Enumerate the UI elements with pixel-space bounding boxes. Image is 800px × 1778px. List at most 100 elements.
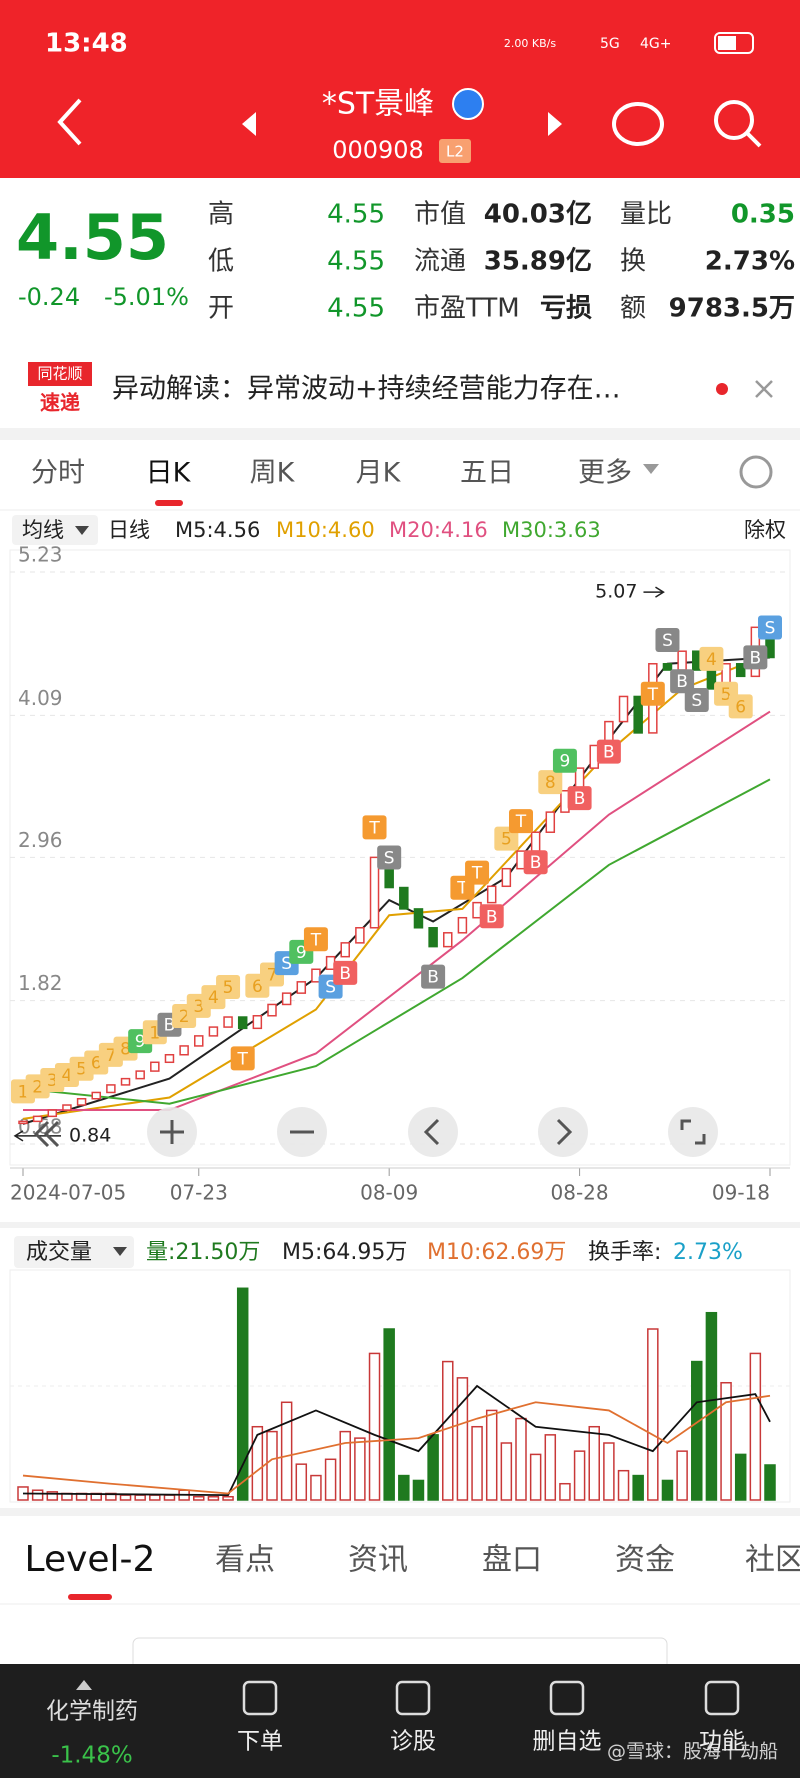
news-bar[interactable] bbox=[0, 345, 800, 425]
bottom-tab[interactable]: 看点 bbox=[215, 1543, 275, 1578]
quote-value: 0.35 bbox=[731, 200, 795, 230]
signal: 5 bbox=[721, 685, 732, 705]
sector[interactable]: 化学制药 bbox=[46, 1699, 138, 1725]
candle bbox=[208, 1026, 219, 1037]
candle bbox=[296, 981, 307, 994]
vol: 量:21.50万 bbox=[146, 1240, 260, 1265]
vol-selector-bg[interactable] bbox=[14, 1236, 134, 1268]
settings[interactable] bbox=[739, 455, 773, 489]
signal: T bbox=[237, 1049, 249, 1069]
candle bbox=[662, 663, 673, 671]
candle bbox=[18, 1120, 28, 1125]
ma-line bbox=[22, 652, 771, 1120]
quote-label: 市盈TTM bbox=[414, 294, 520, 324]
robot[interactable] bbox=[612, 102, 664, 146]
nav-item[interactable]: 诊股 bbox=[390, 1729, 436, 1755]
candle bbox=[194, 1035, 204, 1047]
signal-badge bbox=[465, 860, 490, 885]
next[interactable] bbox=[548, 112, 562, 136]
signal: 3 bbox=[193, 997, 204, 1017]
volume-bar bbox=[617, 1469, 630, 1501]
ex-right[interactable]: 除权 bbox=[744, 518, 786, 542]
candle bbox=[91, 1091, 101, 1100]
candle bbox=[120, 1077, 131, 1086]
volume-bar bbox=[632, 1474, 644, 1501]
signal: 6 bbox=[91, 1053, 102, 1073]
candle bbox=[106, 1084, 116, 1094]
chev bbox=[423, 1118, 440, 1146]
nav-item[interactable]: 删自选 bbox=[533, 1729, 602, 1755]
signal: B bbox=[750, 648, 762, 668]
quote-value: 35.89亿 bbox=[484, 247, 592, 277]
signal: 8 bbox=[120, 1040, 131, 1060]
price: 4.55 bbox=[16, 201, 169, 274]
quote-label: 高 bbox=[208, 200, 234, 230]
search-handle bbox=[745, 131, 762, 148]
nav-item[interactable]: 功能 bbox=[699, 1729, 745, 1755]
search[interactable] bbox=[714, 100, 754, 140]
volume-bar bbox=[412, 1479, 425, 1501]
tab[interactable]: 分时 bbox=[31, 458, 85, 489]
candle bbox=[677, 650, 687, 671]
x-tick-label: 08-28 bbox=[551, 1181, 609, 1205]
tab[interactable]: 周K bbox=[250, 458, 296, 489]
signal: 5 bbox=[501, 830, 512, 850]
signal: B bbox=[603, 743, 615, 763]
right[interactable] bbox=[538, 1107, 588, 1157]
tab[interactable]: 五日 bbox=[460, 458, 514, 489]
back[interactable] bbox=[57, 98, 82, 146]
volume-bar bbox=[119, 1494, 132, 1501]
nav-icon bbox=[242, 1680, 278, 1716]
left[interactable] bbox=[408, 1107, 458, 1157]
tab[interactable]: 日K bbox=[146, 458, 192, 489]
volume-bar bbox=[398, 1474, 410, 1501]
signal: 1 bbox=[149, 1023, 160, 1043]
bottom-tab[interactable]: 资金 bbox=[615, 1543, 675, 1578]
volume-bar bbox=[720, 1381, 732, 1501]
bottom-tab[interactable]: 盘口 bbox=[482, 1543, 542, 1578]
signal-badge bbox=[684, 688, 709, 713]
prev[interactable] bbox=[242, 112, 256, 136]
signal-badge bbox=[216, 975, 241, 1000]
level: L2 bbox=[446, 143, 464, 161]
signal: 9 bbox=[135, 1032, 146, 1052]
volume-bar bbox=[705, 1311, 718, 1501]
x-tick-label: 2024-07-05 bbox=[10, 1181, 126, 1205]
bottom-tab[interactable]: 资讯 bbox=[348, 1543, 408, 1578]
bottom-tab[interactable]: 社区 bbox=[745, 1543, 800, 1578]
volume-frame bbox=[9, 1269, 791, 1503]
volume-bar bbox=[661, 1479, 674, 1501]
volume-bar bbox=[222, 1495, 234, 1501]
signal: 6 bbox=[252, 977, 263, 997]
vol-selector[interactable]: 成交量 bbox=[26, 1240, 92, 1265]
ma-line bbox=[22, 778, 771, 1105]
close[interactable] bbox=[755, 380, 773, 398]
candle bbox=[62, 1104, 72, 1111]
signal: 5 bbox=[76, 1060, 87, 1080]
signal: 7 bbox=[105, 1046, 116, 1066]
ma-selector-bg[interactable] bbox=[12, 515, 98, 545]
volume-bar bbox=[559, 1482, 571, 1501]
verified bbox=[452, 88, 484, 120]
signal: 4 bbox=[62, 1066, 73, 1086]
fullscreen[interactable] bbox=[668, 1107, 718, 1157]
candle bbox=[457, 916, 468, 934]
signal: S bbox=[281, 954, 292, 974]
divider bbox=[0, 428, 800, 440]
nav-item[interactable]: 下单 bbox=[237, 1729, 283, 1755]
signal: B bbox=[530, 853, 542, 873]
signal: S bbox=[765, 618, 776, 638]
bottom-tab[interactable]: Level-2 bbox=[25, 1539, 156, 1580]
rewind[interactable] bbox=[33, 1120, 60, 1148]
candle bbox=[486, 885, 497, 904]
signal-badge bbox=[538, 770, 563, 795]
volume-bar bbox=[134, 1494, 146, 1501]
ma-selector[interactable]: 均线 bbox=[22, 518, 64, 542]
signal-badge bbox=[523, 850, 548, 875]
signal-badge bbox=[567, 786, 592, 811]
change: -0.24 bbox=[18, 283, 80, 311]
tab[interactable]: 更多 bbox=[578, 458, 632, 489]
quote-label: 低 bbox=[208, 247, 234, 277]
tab[interactable]: 月K bbox=[356, 458, 402, 489]
signal: 3 bbox=[47, 1071, 58, 1091]
